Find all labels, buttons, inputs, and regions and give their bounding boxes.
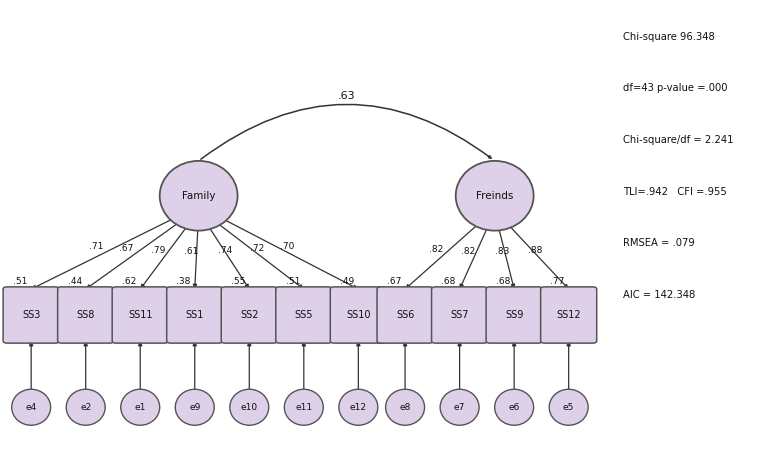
Text: .68: .68 bbox=[496, 276, 510, 286]
Text: SS12: SS12 bbox=[556, 310, 581, 320]
Text: .38: .38 bbox=[177, 276, 191, 286]
FancyBboxPatch shape bbox=[377, 287, 433, 343]
Text: Family: Family bbox=[182, 191, 216, 201]
FancyBboxPatch shape bbox=[486, 287, 542, 343]
FancyBboxPatch shape bbox=[58, 287, 114, 343]
Text: SS10: SS10 bbox=[346, 310, 371, 320]
Text: AIC = 142.348: AIC = 142.348 bbox=[623, 290, 696, 300]
Text: e1: e1 bbox=[135, 403, 146, 412]
Text: SS9: SS9 bbox=[505, 310, 523, 320]
Ellipse shape bbox=[495, 389, 534, 425]
FancyBboxPatch shape bbox=[167, 287, 223, 343]
Text: e6: e6 bbox=[509, 403, 520, 412]
FancyBboxPatch shape bbox=[3, 287, 59, 343]
Text: .49: .49 bbox=[340, 276, 354, 286]
Ellipse shape bbox=[160, 161, 238, 231]
Text: .74: .74 bbox=[218, 247, 232, 256]
Text: .70: .70 bbox=[280, 242, 294, 251]
FancyBboxPatch shape bbox=[276, 287, 332, 343]
Text: SS7: SS7 bbox=[450, 310, 469, 320]
Ellipse shape bbox=[549, 389, 588, 425]
Text: SS11: SS11 bbox=[128, 310, 153, 320]
Ellipse shape bbox=[66, 389, 105, 425]
Text: e5: e5 bbox=[563, 403, 574, 412]
Text: SS3: SS3 bbox=[22, 310, 41, 320]
Text: .82: .82 bbox=[428, 245, 443, 254]
Text: .55: .55 bbox=[231, 276, 245, 286]
Ellipse shape bbox=[456, 161, 534, 231]
Text: SS5: SS5 bbox=[294, 310, 313, 320]
Text: .71: .71 bbox=[89, 242, 104, 251]
Text: TLI=.942   CFI =.955: TLI=.942 CFI =.955 bbox=[623, 187, 727, 197]
Text: e7: e7 bbox=[454, 403, 465, 412]
Ellipse shape bbox=[121, 389, 160, 425]
Text: Chi-square 96.348: Chi-square 96.348 bbox=[623, 32, 715, 41]
Text: .67: .67 bbox=[387, 276, 401, 286]
Text: Chi-square/df = 2.241: Chi-square/df = 2.241 bbox=[623, 135, 734, 145]
Ellipse shape bbox=[12, 389, 51, 425]
Text: SS1: SS1 bbox=[185, 310, 204, 320]
Text: SS8: SS8 bbox=[76, 310, 95, 320]
Text: RMSEA = .079: RMSEA = .079 bbox=[623, 238, 695, 248]
Text: e4: e4 bbox=[26, 403, 37, 412]
FancyBboxPatch shape bbox=[221, 287, 277, 343]
FancyBboxPatch shape bbox=[541, 287, 597, 343]
Text: .72: .72 bbox=[250, 244, 264, 253]
Text: Freinds: Freinds bbox=[476, 191, 513, 201]
Text: .77: .77 bbox=[551, 276, 565, 286]
FancyArrowPatch shape bbox=[201, 104, 491, 159]
Text: e12: e12 bbox=[350, 403, 367, 412]
Ellipse shape bbox=[386, 389, 425, 425]
Text: df=43 p-value =.000: df=43 p-value =.000 bbox=[623, 83, 728, 93]
Ellipse shape bbox=[230, 389, 269, 425]
FancyBboxPatch shape bbox=[432, 287, 488, 343]
Text: .51: .51 bbox=[13, 276, 27, 286]
Text: .67: .67 bbox=[119, 244, 133, 253]
Text: .68: .68 bbox=[442, 276, 456, 286]
Text: .83: .83 bbox=[495, 247, 509, 256]
Text: e11: e11 bbox=[295, 403, 312, 412]
Text: .51: .51 bbox=[286, 276, 300, 286]
Text: .88: .88 bbox=[528, 246, 542, 255]
Text: SS2: SS2 bbox=[240, 310, 259, 320]
Text: .62: .62 bbox=[122, 276, 136, 286]
Text: e8: e8 bbox=[400, 403, 411, 412]
Text: .44: .44 bbox=[68, 276, 82, 286]
Text: .63: .63 bbox=[338, 90, 355, 101]
Text: .82: .82 bbox=[461, 247, 475, 256]
Text: e10: e10 bbox=[241, 403, 258, 412]
Ellipse shape bbox=[284, 389, 323, 425]
FancyBboxPatch shape bbox=[112, 287, 168, 343]
Text: .61: .61 bbox=[185, 247, 199, 256]
Text: e2: e2 bbox=[80, 403, 91, 412]
Ellipse shape bbox=[440, 389, 479, 425]
Ellipse shape bbox=[339, 389, 378, 425]
FancyBboxPatch shape bbox=[330, 287, 386, 343]
Text: SS6: SS6 bbox=[396, 310, 414, 320]
Ellipse shape bbox=[175, 389, 214, 425]
Text: e9: e9 bbox=[189, 403, 200, 412]
Text: .79: .79 bbox=[151, 246, 165, 255]
